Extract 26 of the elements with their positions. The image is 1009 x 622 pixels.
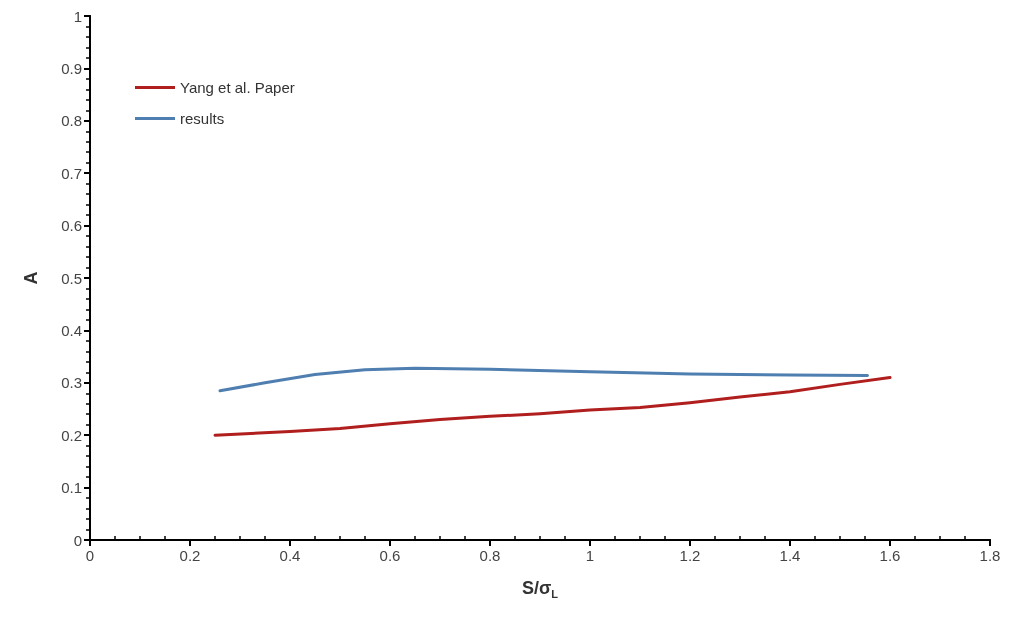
y-tick-label: 0.8 (61, 112, 82, 130)
x-tick-label: 1.8 (979, 547, 1001, 564)
y-tick-label: 0.7 (61, 164, 82, 182)
y-tick-label: 0.9 (61, 59, 82, 77)
x-tick-label: 0.2 (179, 547, 201, 564)
x-tick-label: 0 (85, 547, 95, 564)
line-series (218, 366, 869, 393)
y-tick-label: 0 (73, 531, 82, 549)
x-tick-label: 1.4 (779, 547, 801, 564)
y-tick-label: 0.5 (61, 269, 82, 287)
y-tick-label: 0.1 (61, 479, 82, 497)
legend-label: results (180, 110, 225, 127)
y-tick-label: 0.2 (61, 426, 82, 444)
y-tick-label: 1 (73, 7, 82, 25)
x-tick-label: 0.8 (479, 547, 501, 564)
y-tick-label: 0.4 (61, 321, 82, 339)
x-tick-label: 0.4 (279, 547, 301, 564)
y-axis-title: A (21, 271, 41, 285)
x-tick-label: 0.6 (379, 547, 401, 564)
x-tick-label: 1.6 (879, 547, 901, 564)
legend-label: Yang et al. Paper (180, 79, 295, 96)
y-tick-label: 0.6 (61, 217, 82, 235)
x-tick-label: 1.2 (679, 547, 701, 564)
y-tick-label: 0.3 (61, 374, 82, 392)
x-tick-label: 1 (585, 547, 595, 564)
line-series (213, 376, 892, 437)
